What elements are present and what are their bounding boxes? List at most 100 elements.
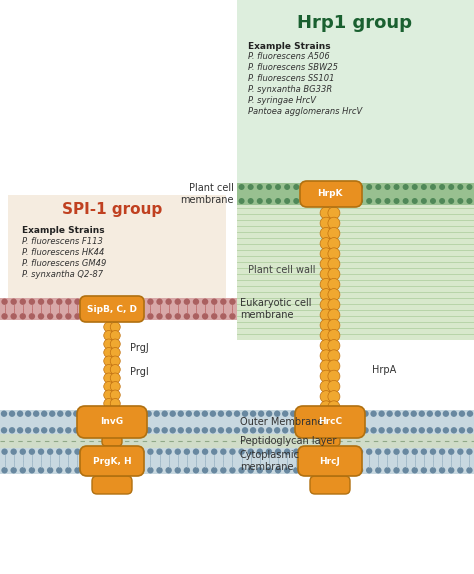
Circle shape bbox=[348, 467, 354, 474]
Circle shape bbox=[258, 427, 264, 433]
Circle shape bbox=[111, 448, 117, 455]
Circle shape bbox=[328, 227, 340, 239]
Circle shape bbox=[275, 184, 281, 190]
Circle shape bbox=[314, 427, 320, 433]
Circle shape bbox=[247, 467, 254, 474]
Circle shape bbox=[97, 427, 104, 433]
Circle shape bbox=[375, 184, 381, 190]
Circle shape bbox=[10, 448, 17, 455]
Circle shape bbox=[74, 298, 81, 305]
Circle shape bbox=[101, 313, 108, 320]
Circle shape bbox=[10, 298, 17, 305]
Circle shape bbox=[338, 448, 345, 455]
Circle shape bbox=[165, 313, 172, 320]
Circle shape bbox=[38, 448, 44, 455]
Circle shape bbox=[226, 410, 232, 417]
Circle shape bbox=[65, 467, 72, 474]
Circle shape bbox=[328, 289, 340, 301]
Circle shape bbox=[154, 410, 160, 417]
Circle shape bbox=[466, 198, 473, 204]
Circle shape bbox=[17, 410, 23, 417]
Circle shape bbox=[258, 410, 264, 417]
Bar bbox=[237, 0, 474, 340]
Circle shape bbox=[186, 427, 192, 433]
Circle shape bbox=[238, 448, 245, 455]
Circle shape bbox=[320, 390, 332, 402]
Circle shape bbox=[402, 467, 409, 474]
Circle shape bbox=[137, 410, 144, 417]
Circle shape bbox=[29, 448, 35, 455]
Circle shape bbox=[410, 410, 417, 417]
Circle shape bbox=[439, 467, 445, 474]
Circle shape bbox=[320, 381, 332, 393]
Circle shape bbox=[330, 427, 337, 433]
Circle shape bbox=[74, 467, 81, 474]
Circle shape bbox=[183, 448, 190, 455]
Circle shape bbox=[186, 410, 192, 417]
Circle shape bbox=[466, 184, 473, 190]
Text: PrgJ: PrgJ bbox=[130, 343, 149, 353]
Circle shape bbox=[421, 184, 427, 190]
Circle shape bbox=[56, 448, 63, 455]
Circle shape bbox=[89, 410, 96, 417]
Circle shape bbox=[328, 370, 340, 382]
FancyBboxPatch shape bbox=[92, 476, 132, 494]
Circle shape bbox=[210, 427, 216, 433]
Circle shape bbox=[419, 427, 425, 433]
Circle shape bbox=[320, 401, 332, 413]
Circle shape bbox=[421, 198, 427, 204]
Circle shape bbox=[33, 427, 39, 433]
Circle shape bbox=[229, 448, 236, 455]
Circle shape bbox=[420, 467, 427, 474]
Circle shape bbox=[412, 184, 418, 190]
Circle shape bbox=[320, 278, 332, 290]
Text: PrgI: PrgI bbox=[130, 367, 149, 377]
Circle shape bbox=[328, 401, 340, 413]
Text: Plant cell
membrane: Plant cell membrane bbox=[181, 183, 234, 205]
Circle shape bbox=[457, 184, 463, 190]
Circle shape bbox=[328, 238, 340, 250]
Circle shape bbox=[393, 198, 400, 204]
Circle shape bbox=[89, 427, 96, 433]
Circle shape bbox=[121, 427, 128, 433]
Circle shape bbox=[56, 298, 63, 305]
Circle shape bbox=[394, 427, 401, 433]
Circle shape bbox=[394, 410, 401, 417]
Circle shape bbox=[47, 298, 54, 305]
Bar bbox=[0, 434, 474, 448]
Circle shape bbox=[29, 313, 35, 320]
Text: PrgK, H: PrgK, H bbox=[93, 456, 131, 466]
Circle shape bbox=[110, 398, 120, 409]
Circle shape bbox=[101, 448, 108, 455]
Circle shape bbox=[384, 467, 391, 474]
Circle shape bbox=[375, 198, 381, 204]
Circle shape bbox=[211, 313, 218, 320]
Text: HrpA: HrpA bbox=[372, 365, 396, 375]
Circle shape bbox=[156, 467, 163, 474]
Circle shape bbox=[156, 448, 163, 455]
Circle shape bbox=[354, 410, 361, 417]
Text: P. synxantha Q2-87: P. synxantha Q2-87 bbox=[22, 270, 103, 279]
Bar bbox=[8, 195, 226, 302]
Circle shape bbox=[419, 410, 425, 417]
Circle shape bbox=[104, 339, 114, 349]
Circle shape bbox=[257, 198, 263, 204]
Circle shape bbox=[311, 448, 318, 455]
Circle shape bbox=[320, 340, 332, 352]
Circle shape bbox=[19, 467, 26, 474]
Circle shape bbox=[357, 198, 363, 204]
Text: SipB, C, D: SipB, C, D bbox=[87, 304, 137, 313]
Circle shape bbox=[451, 427, 457, 433]
Circle shape bbox=[328, 268, 340, 280]
Circle shape bbox=[320, 198, 327, 204]
Circle shape bbox=[33, 410, 39, 417]
Circle shape bbox=[338, 410, 345, 417]
Circle shape bbox=[238, 198, 245, 204]
Circle shape bbox=[402, 184, 409, 190]
Circle shape bbox=[138, 467, 145, 474]
Circle shape bbox=[284, 198, 290, 204]
Circle shape bbox=[320, 299, 332, 311]
Circle shape bbox=[378, 410, 385, 417]
Circle shape bbox=[9, 427, 15, 433]
Circle shape bbox=[129, 448, 136, 455]
